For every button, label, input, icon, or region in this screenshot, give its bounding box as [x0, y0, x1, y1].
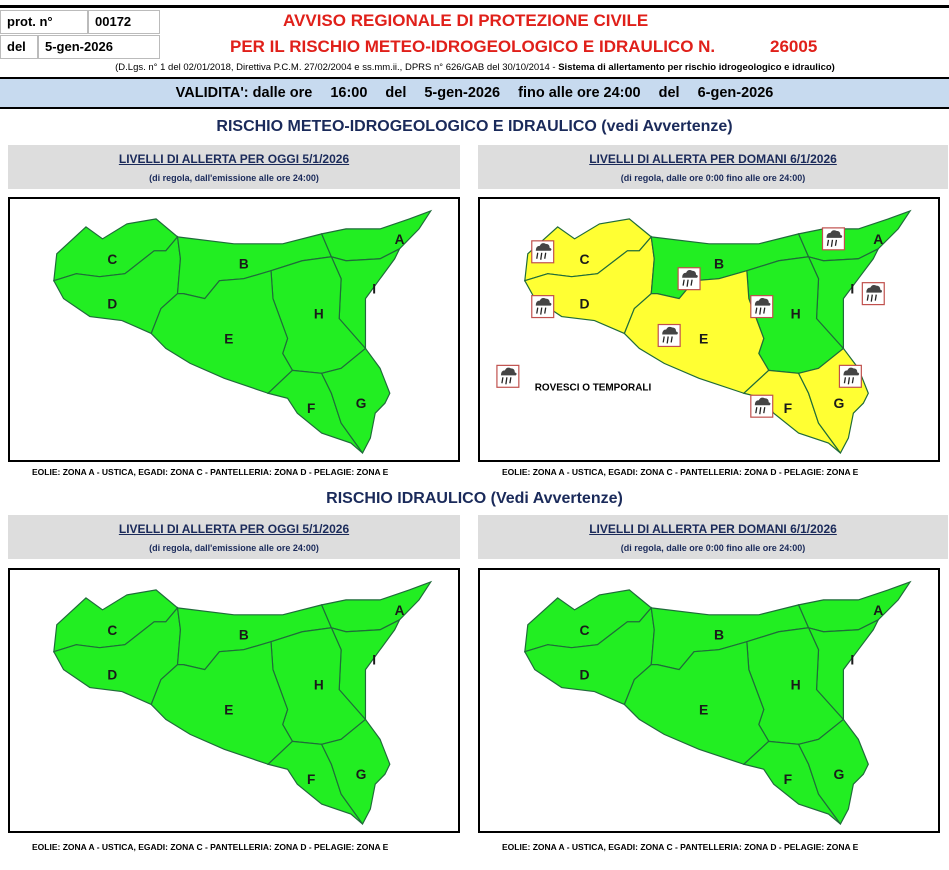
panel-heading: LIVELLI DI ALLERTA PER DOMANI 6/1/2026 — [589, 152, 837, 166]
rain-thunder-icon — [838, 364, 862, 388]
zone-label: G — [833, 766, 844, 782]
panel-footer-note: EOLIE: ZONA A - USTICA, EGADI: ZONA C - … — [32, 467, 389, 477]
panel-subheading: (di regola, dall'emissione alle ore 24:0… — [149, 173, 319, 183]
legal-text-bold: Sistema di allertamento per rischio idro… — [558, 62, 835, 73]
zone-label: I — [372, 282, 376, 297]
zone-g[interactable] — [797, 718, 869, 826]
zone-label: F — [307, 772, 315, 787]
zone-label: D — [107, 667, 117, 682]
zone-label: A — [395, 232, 405, 247]
zone-g[interactable] — [320, 347, 391, 455]
title-line2: PER IL RISCHIO METEO-IDROGEOLOGICO E IDR… — [230, 37, 716, 56]
zone-label: C — [580, 251, 590, 267]
zone-label: H — [314, 677, 324, 692]
zone-label: D — [580, 667, 590, 683]
zone-label: C — [107, 623, 117, 638]
panel-header: LIVELLI DI ALLERTA PER OGGI 5/1/2026 (di … — [8, 515, 460, 559]
bulletin-number: 26005 — [770, 37, 818, 56]
zone-a[interactable] — [797, 209, 912, 262]
zone-label: I — [850, 652, 854, 668]
zone-label: F — [784, 771, 793, 787]
panel-footer-note: EOLIE: ZONA A - USTICA, EGADI: ZONA C - … — [502, 842, 859, 852]
legal-text: (D.Lgs. n° 1 del 02/01/2018, Direttiva P… — [115, 62, 559, 73]
zone-label: G — [833, 395, 844, 411]
zone-a[interactable] — [320, 209, 433, 262]
zone-label: B — [714, 256, 724, 272]
zone-label: C — [580, 622, 590, 638]
zone-label: A — [873, 231, 883, 247]
rain-thunder-icon — [657, 323, 681, 348]
top-rule — [0, 5, 949, 8]
alert-map: A B C D E F G H I — [8, 568, 460, 833]
panel-subheading: (di regola, dalle ore 0:00 fino alle ore… — [620, 543, 806, 553]
legend-label: ROVESCI O TEMPORALI — [535, 382, 652, 393]
zone-label: A — [873, 602, 883, 618]
section-title: RISCHIO METEO-IDROGEOLOGICO E IDRAULICO … — [216, 118, 733, 135]
zone-label: G — [356, 396, 367, 411]
zone-label: H — [791, 677, 801, 693]
panel-header: LIVELLI DI ALLERTA PER DOMANI 6/1/2026 (d… — [478, 515, 948, 559]
zone-g[interactable] — [320, 718, 391, 826]
zone-label: D — [580, 296, 590, 312]
zone-label: H — [314, 306, 324, 321]
rain-thunder-icon — [531, 295, 555, 319]
validity-label: VALIDITA': dalle ore — [175, 85, 313, 101]
zone-label: I — [372, 653, 376, 668]
rain-thunder-icon — [531, 240, 555, 264]
zone-label: H — [791, 306, 801, 322]
validity-from-date: 5-gen-2026 — [424, 85, 501, 101]
zone-label: E — [224, 702, 233, 717]
rain-thunder-icon — [750, 394, 774, 418]
zone-label: B — [239, 257, 249, 272]
validity-del: del — [658, 85, 680, 101]
zone-label: A — [395, 603, 405, 618]
alert-map: A B C D E F G H I — [8, 197, 460, 462]
del-label: del — [0, 35, 38, 59]
alert-map: A B C D E F G H I ROVESCI O TEMPORALI — [478, 197, 940, 462]
panel-heading: LIVELLI DI ALLERTA PER DOMANI 6/1/2026 — [589, 522, 837, 536]
zone-label: E — [699, 330, 708, 346]
rain-thunder-icon — [750, 295, 774, 319]
zone-label: E — [224, 331, 233, 346]
title-line1: AVVISO REGIONALE DI PROTEZIONE CIVILE — [283, 11, 649, 30]
zone-label: B — [714, 627, 724, 643]
zone-label: C — [107, 252, 117, 267]
zone-label: B — [239, 628, 249, 643]
rain-thunder-icon — [821, 227, 846, 251]
section-title: RISCHIO IDRAULICO (Vedi Avvertenze) — [326, 490, 623, 507]
panel-footer-note: EOLIE: ZONA A - USTICA, EGADI: ZONA C - … — [32, 842, 389, 852]
zone-label: F — [307, 401, 315, 416]
zone-label: E — [699, 701, 708, 717]
zone-label: G — [356, 767, 367, 782]
panel-footer-note: EOLIE: ZONA A - USTICA, EGADI: ZONA C - … — [502, 467, 859, 477]
zone-label: I — [850, 281, 854, 297]
rain-thunder-icon — [677, 267, 701, 291]
rain-thunder-icon — [861, 282, 885, 306]
prot-value: 00172 — [88, 10, 160, 34]
alert-map: A B C D E F G H I — [478, 568, 940, 833]
zone-label: D — [107, 296, 117, 311]
panel-header: LIVELLI DI ALLERTA PER DOMANI 6/1/2026 (d… — [478, 145, 948, 189]
validity-del: del — [385, 85, 407, 101]
prot-label: prot. n° — [0, 10, 88, 34]
validity-until: fino alle ore 24:00 — [518, 85, 641, 101]
zone-a[interactable] — [320, 580, 433, 633]
validity-to-date: 6-gen-2026 — [697, 85, 774, 101]
panel-subheading: (di regola, dalle ore 0:00 fino alle ore… — [620, 173, 806, 183]
panel-heading: LIVELLI DI ALLERTA PER OGGI 5/1/2026 — [118, 152, 350, 166]
del-value: 5-gen-2026 — [38, 35, 160, 59]
panel-subheading: (di regola, dall'emissione alle ore 24:0… — [149, 543, 319, 553]
panel-heading: LIVELLI DI ALLERTA PER OGGI 5/1/2026 — [118, 522, 350, 536]
zone-label: F — [784, 400, 793, 416]
panel-header: LIVELLI DI ALLERTA PER OGGI 5/1/2026 (di … — [8, 145, 460, 189]
zone-a[interactable] — [797, 580, 912, 633]
validity-bar: VALIDITA': dalle ore 16:00 del 5-gen-202… — [0, 77, 949, 109]
legal-reference: (D.Lgs. n° 1 del 02/01/2018, Direttiva P… — [40, 62, 910, 73]
validity-from-time: 16:00 — [330, 85, 368, 101]
rain-thunder-icon — [496, 364, 520, 388]
